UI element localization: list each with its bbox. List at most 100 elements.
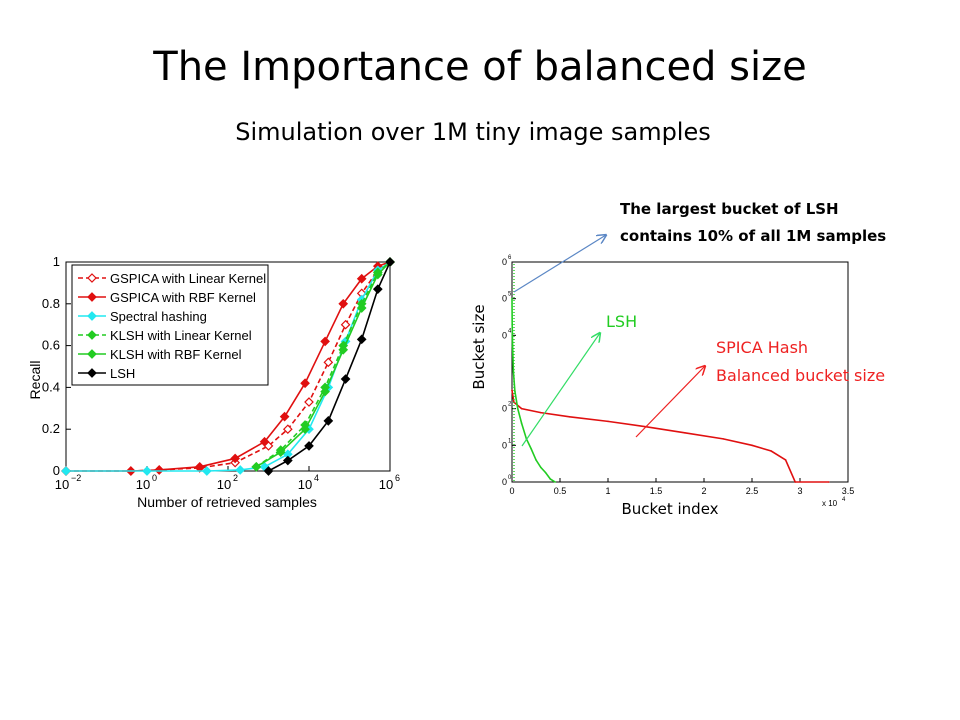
- recall-legend-label: KLSH with Linear Kernel: [110, 328, 252, 343]
- bucket-x-tick-label: 2: [701, 486, 706, 496]
- bucket-y-tick-label: 0: [502, 440, 507, 450]
- recall-series-line: [66, 261, 391, 472]
- bucket-y-tick-exponent: 1: [508, 438, 512, 444]
- recall-data-point: [340, 319, 351, 330]
- bucket-data-point-spica: [794, 481, 796, 483]
- recall-legend-marker: [87, 273, 97, 283]
- bucket-data-point-lsh: [511, 323, 513, 326]
- recall-x-tick-exponent: 0: [152, 473, 157, 483]
- bucket-y-tick-exponent: 2: [508, 402, 512, 408]
- lsh-annotation: LSH: [606, 312, 637, 331]
- spica-arrow: [635, 366, 705, 438]
- largest-bucket-arrow: [513, 235, 606, 293]
- recall-series-klsh-with-rbf-kernel: [251, 257, 395, 472]
- bucket-data-point-lsh: [520, 422, 523, 425]
- recall-data-point: [372, 269, 383, 280]
- recall-legend-entry: GSPICA with RBF Kernel: [78, 290, 256, 305]
- bucket-data-point-spica: [520, 407, 523, 410]
- recall-data-point: [356, 303, 367, 313]
- bucket-series-spica: [511, 390, 829, 483]
- bucket-data-point-lsh: [540, 466, 542, 469]
- bucket-x-tick-label: 0.5: [554, 486, 567, 496]
- recall-legend-label: LSH: [110, 366, 135, 381]
- recall-legend-entry: LSH: [78, 366, 135, 381]
- recall-data-point: [279, 411, 290, 422]
- bucket-chart-frame: [511, 261, 849, 483]
- bucket-x-tick-label: 0: [509, 486, 514, 496]
- recall-x-tick-label: 10: [217, 477, 231, 492]
- recall-data-point: [320, 386, 330, 397]
- recall-legend-marker: [87, 330, 97, 340]
- recall-data-point: [61, 466, 71, 476]
- largest-bucket-annotation-line2: contains 10% of all 1M samples: [620, 227, 886, 245]
- recall-data-point: [300, 424, 310, 435]
- bucket-x-multiplier-exponent: 4: [842, 497, 846, 503]
- recall-data-point: [338, 298, 349, 309]
- recall-legend-marker: [87, 292, 97, 302]
- recall-y-tick-label: 1: [53, 254, 60, 269]
- recall-data-point: [201, 466, 212, 476]
- recall-data-point: [263, 466, 274, 476]
- recall-data-point: [235, 465, 246, 475]
- spica-annotation-line1: SPICA Hash: [716, 338, 808, 357]
- recall-y-tick-label: 0.6: [42, 338, 60, 353]
- bucket-y-tick-label: 0: [502, 404, 507, 414]
- recall-chart-ylabel: Recall: [27, 361, 43, 400]
- recall-legend-box: [71, 264, 269, 386]
- spica-annotation-line2: Balanced bucket size: [716, 366, 885, 385]
- bucket-data-point-lsh: [530, 448, 532, 450]
- slide-subtitle: Simulation over 1M tiny image samples: [235, 118, 711, 146]
- recall-y-tick-label: 0.2: [42, 421, 60, 436]
- bucket-y-tick-label: 0: [502, 257, 507, 267]
- recall-y-tick-label: 0.4: [42, 379, 60, 394]
- bucket-x-tick-label: 2.5: [746, 486, 759, 496]
- recall-x-tick-label: 10: [379, 477, 393, 492]
- bucket-y-tick-exponent: 0: [508, 475, 512, 481]
- recall-legend-entry: GSPICA with Linear Kernel: [78, 271, 266, 286]
- recall-x-tick-label: 10: [136, 477, 150, 492]
- recall-x-tick-label: 10: [298, 477, 312, 492]
- recall-chart-xlabel: Number of retrieved samples: [137, 494, 317, 510]
- recall-data-point: [282, 455, 293, 466]
- bucket-y-tick-label: 0: [502, 330, 507, 340]
- bucket-data-point-spica: [751, 444, 753, 447]
- bucket-y-tick-exponent: 4: [508, 328, 512, 334]
- recall-data-point: [300, 378, 310, 389]
- recall-x-tick-exponent: −2: [71, 473, 81, 483]
- bucket-series-lsh: [511, 298, 556, 483]
- bucket-data-point-lsh: [511, 297, 513, 300]
- slide-title: The Importance of balanced size: [153, 44, 807, 90]
- bucket-data-point-spica: [770, 450, 772, 452]
- bucket-x-tick-label: 1.5: [650, 486, 663, 496]
- bucket-size-label: Bucket size: [470, 304, 488, 389]
- recall-data-point: [154, 465, 165, 475]
- recall-legend-marker: [87, 311, 97, 321]
- bucket-x-tick-label: 1: [605, 486, 610, 496]
- recall-x-tick-label: 10: [55, 477, 69, 492]
- recall-data-point: [142, 466, 152, 476]
- recall-data-point: [304, 397, 314, 407]
- bucket-y-tick-exponent: 6: [508, 255, 512, 261]
- recall-data-point: [259, 436, 270, 447]
- bucket-data-point-lsh: [554, 481, 556, 483]
- largest-bucket-annotation-line1: The largest bucket of LSH: [620, 200, 839, 218]
- bucket-y-tick-label: 0: [502, 294, 507, 304]
- bucket-data-point-spica: [607, 420, 609, 423]
- recall-data-point: [304, 441, 314, 451]
- recall-legend-label: GSPICA with RBF Kernel: [110, 290, 256, 305]
- bucket-data-point-lsh: [535, 459, 537, 461]
- recall-data-point: [251, 461, 262, 472]
- recall-data-point: [275, 447, 286, 458]
- recall-x-tick-exponent: 4: [314, 473, 319, 483]
- recall-x-tick-exponent: 2: [233, 473, 238, 483]
- recall-data-point: [282, 424, 293, 435]
- recall-legend-label: KLSH with RBF Kernel: [110, 347, 242, 362]
- recall-legend-marker: [87, 368, 97, 378]
- bucket-data-point-spica: [784, 459, 787, 461]
- recall-data-point: [372, 284, 383, 295]
- recall-series-line: [255, 261, 391, 468]
- bucket-y-tick-label: 0: [502, 477, 507, 487]
- bucket-data-point-lsh: [544, 471, 547, 474]
- recall-series-klsh-with-linear-kernel: [251, 257, 395, 472]
